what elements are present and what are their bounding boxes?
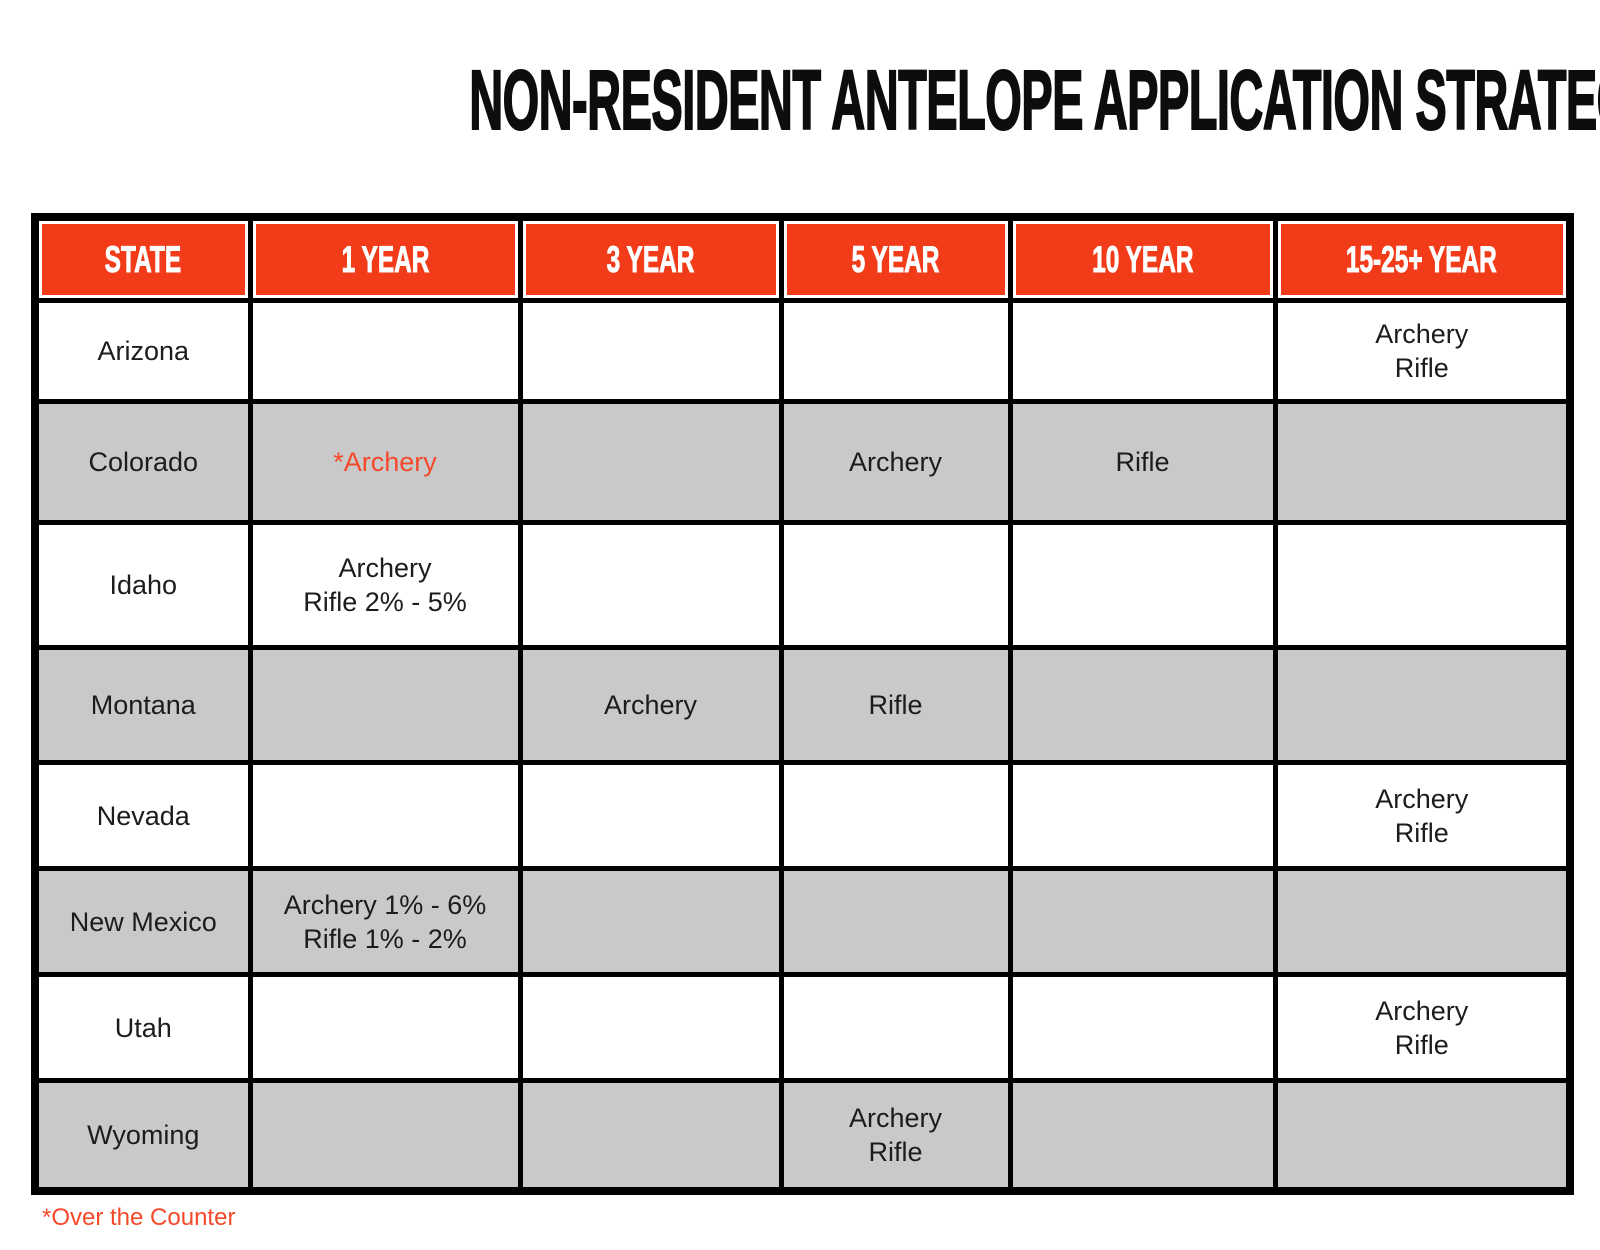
cell-nevada-10-year xyxy=(1007,760,1278,871)
footnote: *Over the Counter xyxy=(42,1204,236,1231)
cell-nevada-1-year xyxy=(247,760,523,871)
cell-wyoming-15-25-year xyxy=(1272,1078,1573,1193)
cell-colorado-1-year: *Archery xyxy=(247,399,523,525)
table-row-new-mexico: New Mexico Archery 1% - 6% Rifle 1% - 2% xyxy=(32,866,1573,977)
cell-utah-5-year xyxy=(778,972,1013,1083)
page-title-text: NON-RESIDENT ANTELOPE APPLICATION STRATE… xyxy=(469,53,1600,147)
cell-montana-10-year xyxy=(1007,645,1278,765)
cell-wyoming-10-year xyxy=(1007,1078,1278,1193)
cell-new-mexico-1-year: Archery 1% - 6% Rifle 1% - 2% xyxy=(247,866,523,977)
cell-colorado-3-year xyxy=(517,399,784,525)
column-header-10-year: 10 YEAR xyxy=(1007,214,1278,303)
table-row-utah: Utah Archery Rifle xyxy=(32,972,1573,1083)
cell-idaho-1-year: Archery Rifle 2% - 5% xyxy=(247,520,523,650)
cell-arizona-1-year xyxy=(247,298,523,404)
state-cell-wyoming: Wyoming xyxy=(32,1078,253,1193)
column-header-15-25-year-label: 15-25+ YEAR xyxy=(1346,238,1498,280)
cell-idaho-5-year xyxy=(778,520,1013,650)
state-cell-utah: Utah xyxy=(32,972,253,1083)
cell-arizona-5-year xyxy=(778,298,1013,404)
column-header-3-year-label: 3 YEAR xyxy=(606,238,695,280)
cell-utah-15-25-year: Archery Rifle xyxy=(1272,972,1573,1083)
page-title: NON-RESIDENT ANTELOPE APPLICATION STRATE… xyxy=(0,53,1600,147)
cell-wyoming-5-year: Archery Rifle xyxy=(778,1078,1013,1193)
column-header-3-year: 3 YEAR xyxy=(517,214,784,303)
cell-colorado-10-year: Rifle xyxy=(1007,399,1278,525)
table-row-montana: Montana Archery Rifle xyxy=(32,645,1573,765)
table-row-idaho: Idaho Archery Rifle 2% - 5% xyxy=(32,520,1573,650)
table-header-row: STATE 1 YEAR 3 YEAR 5 YEAR 10 YEAR 15-25… xyxy=(32,214,1573,303)
state-cell-new-mexico: New Mexico xyxy=(32,866,253,977)
cell-arizona-3-year xyxy=(517,298,784,404)
cell-montana-15-25-year xyxy=(1272,645,1573,765)
cell-nevada-15-25-year: Archery Rifle xyxy=(1272,760,1573,871)
cell-idaho-3-year xyxy=(517,520,784,650)
cell-montana-5-year: Rifle xyxy=(778,645,1013,765)
column-header-1-year-label: 1 YEAR xyxy=(341,238,429,280)
cell-wyoming-3-year xyxy=(517,1078,784,1193)
table-row-wyoming: Wyoming Archery Rifle xyxy=(32,1078,1573,1193)
cell-arizona-15-25-year: Archery Rifle xyxy=(1272,298,1573,404)
cell-utah-1-year xyxy=(247,972,523,1083)
cell-montana-1-year xyxy=(247,645,523,765)
cell-new-mexico-10-year xyxy=(1007,866,1278,977)
cell-idaho-15-25-year xyxy=(1272,520,1573,650)
state-cell-arizona: Arizona xyxy=(32,298,253,404)
cell-idaho-10-year xyxy=(1007,520,1278,650)
column-header-1-year: 1 YEAR xyxy=(247,214,523,303)
cell-new-mexico-3-year xyxy=(517,866,784,977)
column-header-state-label: STATE xyxy=(105,238,182,280)
cell-arizona-10-year xyxy=(1007,298,1278,404)
table-row-arizona: Arizona Archery Rifle xyxy=(32,298,1573,404)
state-cell-colorado: Colorado xyxy=(32,399,253,525)
application-strategy-table: STATE 1 YEAR 3 YEAR 5 YEAR 10 YEAR 15-25… xyxy=(31,213,1574,1195)
column-header-5-year: 5 YEAR xyxy=(778,214,1013,303)
cell-montana-3-year: Archery xyxy=(517,645,784,765)
column-header-state: STATE xyxy=(32,214,253,303)
column-header-5-year-label: 5 YEAR xyxy=(851,238,940,280)
column-header-10-year-label: 10 YEAR xyxy=(1091,238,1194,280)
cell-wyoming-1-year xyxy=(247,1078,523,1193)
cell-nevada-3-year xyxy=(517,760,784,871)
cell-new-mexico-5-year xyxy=(778,866,1013,977)
cell-utah-3-year xyxy=(517,972,784,1083)
table-row-colorado: Colorado *Archery Archery Rifle xyxy=(32,399,1573,525)
cell-colorado-15-25-year xyxy=(1272,399,1573,525)
column-header-15-25-year: 15-25+ YEAR xyxy=(1272,214,1573,303)
table-row-nevada: Nevada Archery Rifle xyxy=(32,760,1573,871)
cell-new-mexico-15-25-year xyxy=(1272,866,1573,977)
state-cell-idaho: Idaho xyxy=(32,520,253,650)
cell-colorado-5-year: Archery xyxy=(778,399,1013,525)
state-cell-nevada: Nevada xyxy=(32,760,253,871)
cell-utah-10-year xyxy=(1007,972,1278,1083)
cell-nevada-5-year xyxy=(778,760,1013,871)
state-cell-montana: Montana xyxy=(32,645,253,765)
